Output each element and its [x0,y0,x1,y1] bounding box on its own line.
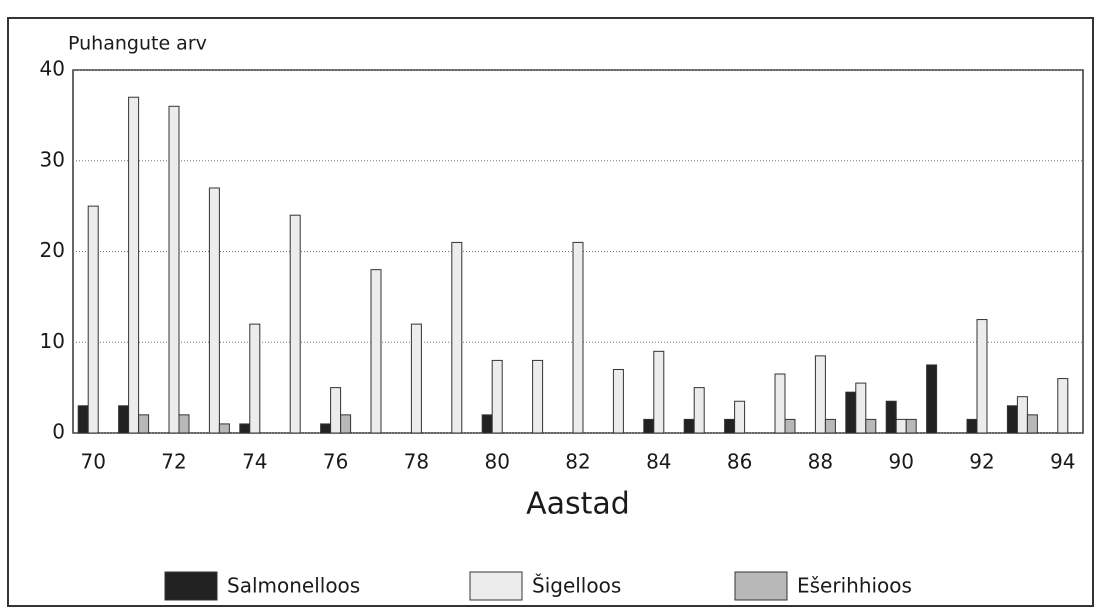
bar [905,418,917,434]
y-tick-label: 40 [40,57,65,81]
bar [824,418,836,434]
bar [239,423,251,434]
bar [340,414,352,434]
bar [774,373,786,434]
bar [643,418,655,434]
bar [926,364,938,434]
bar [330,387,342,434]
bar [128,96,140,434]
bar [320,423,332,434]
bar [168,105,180,434]
bar [572,241,584,434]
bar [178,414,190,434]
bar [814,355,826,434]
bar [410,323,422,434]
bar [855,382,867,434]
legend-swatch [734,571,788,601]
legend-swatch [469,571,523,601]
bar [491,359,503,434]
bar [734,400,746,434]
x-tick-label: 92 [969,450,994,474]
x-tick-label: 84 [646,450,671,474]
bar [118,405,130,434]
bar [218,423,230,434]
x-tick-label: 78 [404,450,429,474]
y-tick-label: 30 [40,147,65,171]
bar [1026,414,1038,434]
x-tick-label: 80 [484,450,509,474]
x-tick-label: 82 [565,450,590,474]
bar [724,418,736,434]
y-tick-label: 20 [40,238,65,262]
x-tick-label: 76 [323,450,348,474]
y-tick-label: 10 [40,329,65,353]
bar [481,414,493,434]
bar [77,405,89,434]
bar [208,187,220,434]
bar [895,418,907,434]
bar [1016,396,1028,434]
legend-label: Šigelloos [532,574,621,598]
legend-label: Ešerihhioos [797,574,912,598]
bar [966,418,978,434]
bar [653,350,665,434]
bar [87,205,99,434]
bar [1057,378,1069,434]
y-tick-label: 0 [52,420,65,444]
bar [865,418,877,434]
bar [249,323,261,434]
x-tick-label: 72 [161,450,186,474]
x-tick-label: 70 [80,450,105,474]
bar [784,418,796,434]
x-tick-label: 90 [888,450,913,474]
legend-label: Salmonelloos [227,574,360,598]
legend-swatch [164,571,218,601]
bar [370,269,382,434]
bar [451,241,463,434]
chart-title: Puhangute arv [68,33,207,55]
bar [138,414,150,434]
bar [885,400,897,434]
bar [845,391,857,434]
bar [289,214,301,434]
frame [7,17,1094,607]
bar [693,387,705,434]
x-tick-label: 74 [242,450,267,474]
x-axis-label: Aastad [526,487,630,522]
bar [683,418,695,434]
bar [532,359,544,434]
x-tick-label: 86 [727,450,752,474]
bar [1006,405,1018,434]
bar [612,368,624,434]
bar [976,319,988,434]
x-tick-label: 88 [808,450,833,474]
x-tick-label: 94 [1050,450,1075,474]
